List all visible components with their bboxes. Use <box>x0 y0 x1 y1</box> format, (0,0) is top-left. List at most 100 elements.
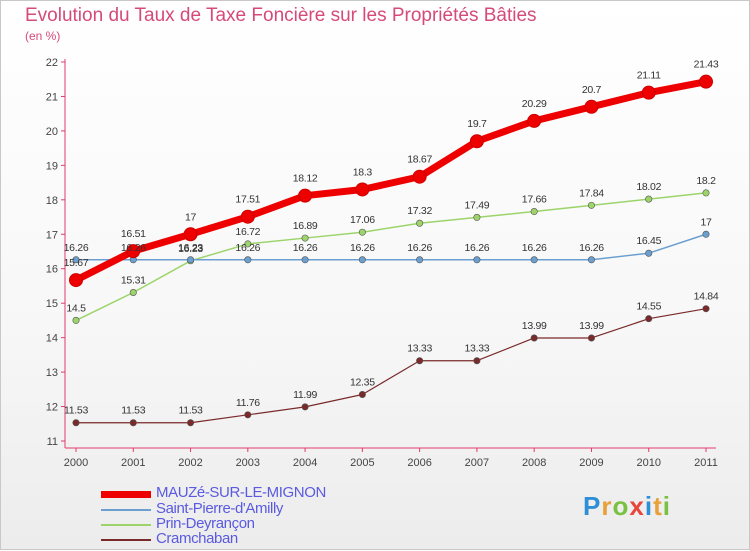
data-point <box>126 244 141 259</box>
data-label: 14.55 <box>636 301 661 313</box>
data-label: 11.99 <box>293 389 317 401</box>
x-tick-label: 2001 <box>121 457 145 469</box>
data-point <box>301 234 309 242</box>
data-point <box>416 357 424 365</box>
data-point <box>244 240 252 248</box>
data-label: 16.23 <box>178 242 203 254</box>
data-point <box>301 403 309 411</box>
data-point <box>72 256 80 264</box>
y-tick-label: 22 <box>46 57 58 69</box>
x-tick-label: 2004 <box>293 457 317 469</box>
data-point <box>702 305 710 313</box>
data-point <box>240 209 255 224</box>
series-line <box>72 78 710 284</box>
x-tick-label: 2000 <box>64 457 88 469</box>
data-point <box>72 419 80 427</box>
y-tick-label: 21 <box>46 91 58 103</box>
x-tick-label: 2002 <box>178 457 202 469</box>
data-label: 17.06 <box>350 214 375 226</box>
data-point <box>584 99 599 114</box>
data-label: 19.7 <box>467 118 487 130</box>
data-label: 16.72 <box>235 226 260 238</box>
data-label: 12.35 <box>350 376 375 388</box>
logo-letter: r <box>601 491 613 521</box>
data-label: 16.89 <box>293 220 318 232</box>
data-label: 16.26 <box>64 242 89 254</box>
x-tick-label: 2006 <box>407 457 431 469</box>
data-label: 17.49 <box>465 199 490 211</box>
data-label: 17.66 <box>522 194 547 206</box>
y-tick-label: 20 <box>46 126 58 138</box>
y-tick-label: 14 <box>46 333 58 345</box>
series-line <box>75 233 707 261</box>
data-point <box>702 189 710 197</box>
data-label: 16.26 <box>522 242 547 254</box>
data-label: 13.33 <box>407 343 432 355</box>
proxiti-logo: Proxiti <box>583 491 671 522</box>
data-label: 17 <box>185 211 197 223</box>
data-point <box>129 419 137 427</box>
data-point <box>416 256 424 264</box>
data-point <box>416 219 424 227</box>
y-tick-label: 11 <box>47 436 58 448</box>
series-line <box>75 308 707 424</box>
data-label: 18.3 <box>353 166 373 178</box>
data-point <box>473 213 481 221</box>
data-point <box>469 134 484 149</box>
data-point <box>530 208 538 216</box>
y-tick-label: 19 <box>46 160 58 172</box>
legend-swatch-saint-pierre <box>101 509 151 511</box>
legend-label-cramchaban: Cramchaban <box>156 530 238 547</box>
data-point <box>587 201 595 209</box>
data-label: 16.23 <box>178 243 203 255</box>
data-point <box>298 188 313 203</box>
data-point <box>69 273 83 288</box>
x-tick-label: 2009 <box>579 457 603 469</box>
data-label: 20.29 <box>522 98 547 110</box>
data-label: 13.33 <box>465 343 490 355</box>
data-label: 20.7 <box>582 84 602 96</box>
y-tick-label: 18 <box>46 195 58 207</box>
logo-letter: P <box>583 491 602 521</box>
data-point <box>645 315 653 323</box>
data-point <box>473 357 481 365</box>
data-point <box>358 228 366 236</box>
data-label: 17.32 <box>407 205 432 217</box>
data-point <box>358 390 366 398</box>
y-unit-label: (en %) <box>25 29 61 43</box>
legend-label-prin: Prin-Deyrançon <box>156 515 255 532</box>
data-label: 14.84 <box>694 291 719 303</box>
data-point <box>530 334 538 342</box>
data-point <box>244 256 252 264</box>
data-label: 16.45 <box>636 235 661 247</box>
x-tick-label: 2008 <box>522 457 546 469</box>
x-tick-label: 2011 <box>694 457 718 469</box>
x-tick-label: 2007 <box>465 457 489 469</box>
data-point <box>72 316 80 324</box>
data-point <box>587 334 595 342</box>
data-point <box>645 195 653 203</box>
data-point <box>645 249 653 257</box>
data-label: 13.99 <box>522 320 547 332</box>
data-point <box>355 182 370 197</box>
data-label: 11.53 <box>121 405 145 417</box>
data-label: 15.31 <box>121 275 146 287</box>
chart-title: Evolution du Taux de Taxe Foncière sur l… <box>25 5 537 26</box>
x-tick-label: 2005 <box>350 457 374 469</box>
data-point <box>527 113 542 128</box>
logo-letter: i <box>662 491 671 521</box>
data-point <box>702 230 710 238</box>
data-point <box>412 169 427 184</box>
data-point <box>587 256 595 264</box>
data-label: 18.2 <box>696 175 716 187</box>
data-point <box>699 74 713 89</box>
data-label: 15.67 <box>64 257 89 269</box>
data-label: 17.51 <box>235 194 260 206</box>
logo-letter: i <box>644 491 654 521</box>
data-label: 16.26 <box>350 242 375 254</box>
data-label: 16.51 <box>121 228 146 240</box>
x-tick-label: 2003 <box>236 457 260 469</box>
data-label: 11.76 <box>236 397 260 409</box>
